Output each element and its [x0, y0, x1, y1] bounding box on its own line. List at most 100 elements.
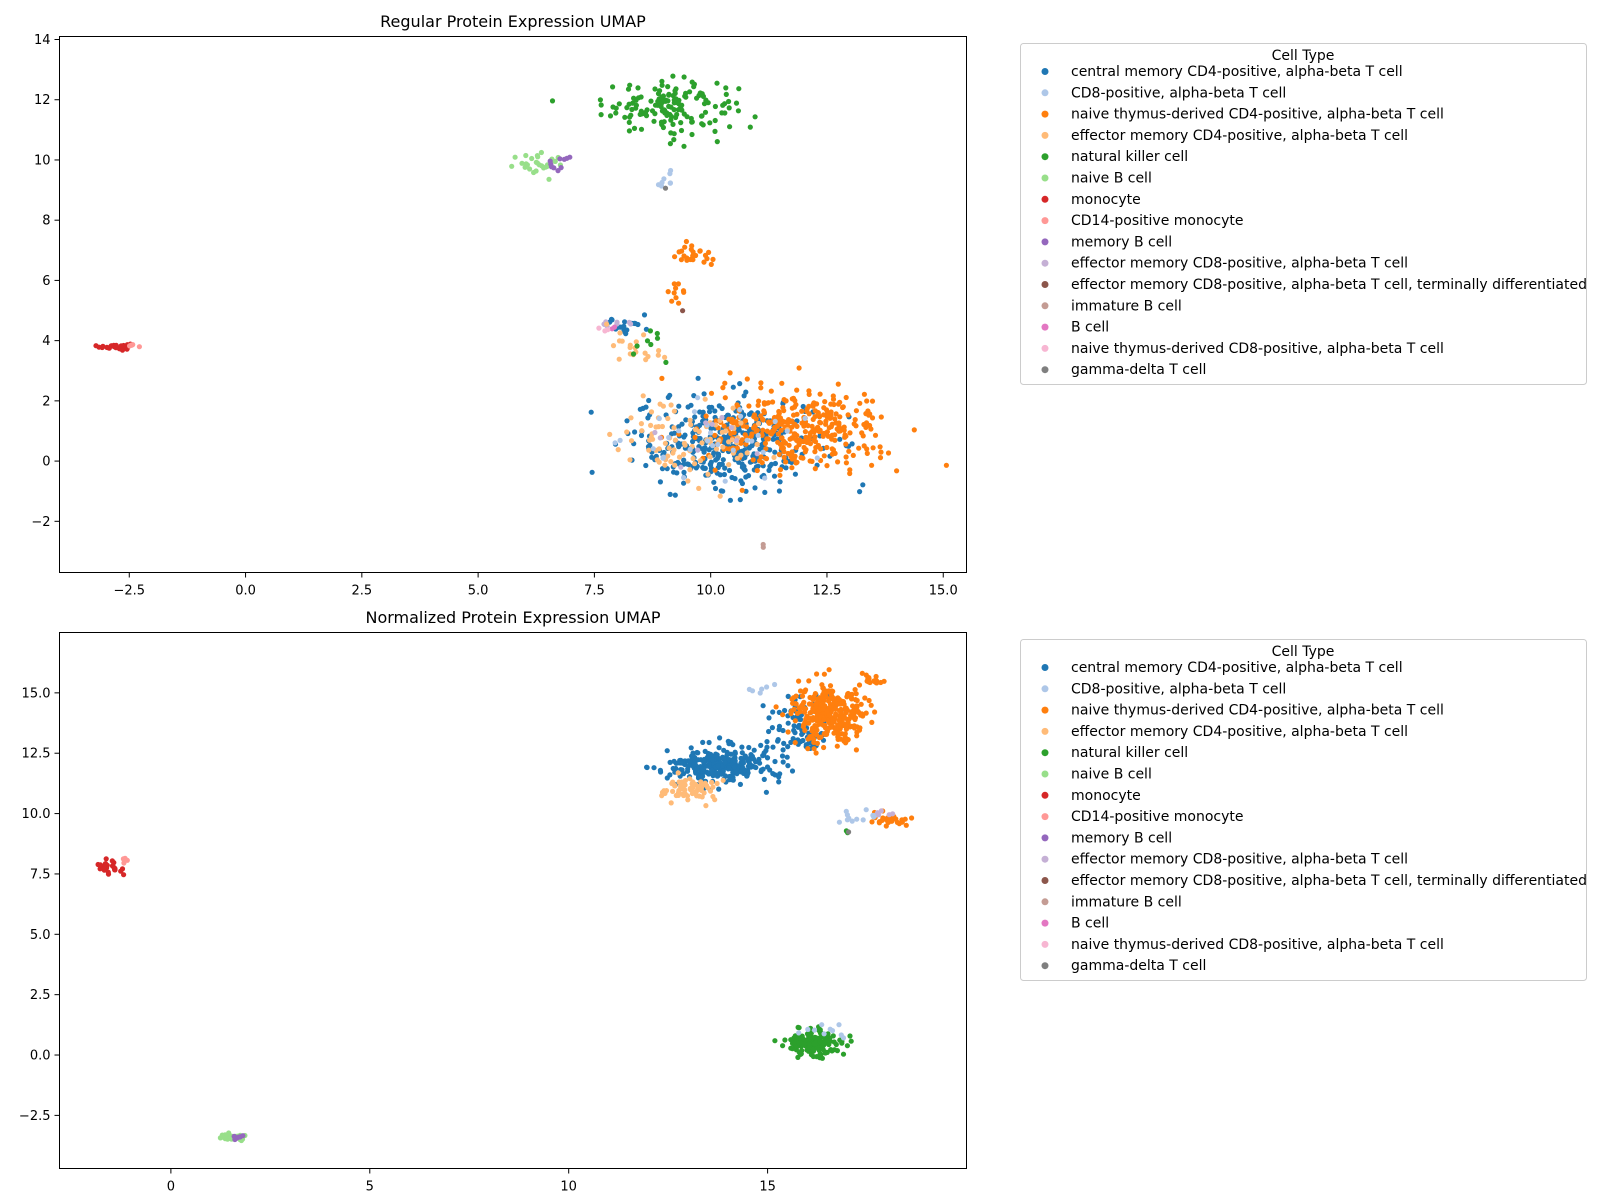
- legend-marker: [1041, 962, 1049, 970]
- scatter-point: [625, 86, 632, 92]
- scatter-point: [894, 468, 900, 474]
- scatter-point: [780, 759, 786, 765]
- scatter-point: [783, 398, 789, 404]
- scatter-point: [842, 734, 848, 740]
- scatter-point: [788, 739, 794, 746]
- top-plot-frame: [59, 36, 967, 573]
- scatter-point: [616, 338, 623, 344]
- scatter-point: [700, 409, 706, 415]
- scatter-point: [841, 714, 847, 720]
- scatter-point: [778, 421, 785, 427]
- y-tick-label: −2: [31, 515, 50, 530]
- scatter-point: [821, 695, 827, 702]
- x-tick-label: 10.0: [696, 584, 725, 599]
- scatter-point: [705, 438, 711, 444]
- scatter-point: [807, 430, 813, 436]
- scatter-point: [697, 248, 703, 254]
- scatter-point: [789, 465, 795, 471]
- legend-label: central memory CD4-positive, alpha-beta …: [1071, 660, 1403, 676]
- scatter-point: [688, 115, 694, 122]
- scatter-point: [844, 1043, 851, 1049]
- scatter-point: [802, 415, 808, 421]
- scatter-point: [847, 1033, 853, 1039]
- scatter-point: [122, 855, 128, 862]
- scatter-point: [838, 720, 844, 726]
- scatter-point: [533, 168, 539, 174]
- scatter-point: [663, 788, 670, 794]
- scatter-point: [665, 84, 671, 90]
- scatter-point: [845, 717, 851, 724]
- scatter-point: [878, 449, 884, 455]
- scatter-point: [712, 408, 718, 414]
- scatter-point: [635, 95, 642, 101]
- scatter-point: [801, 722, 807, 728]
- scatter-point: [766, 728, 772, 735]
- scatter-point: [751, 747, 757, 753]
- scatter-point: [687, 417, 693, 423]
- scatter-point: [641, 312, 648, 318]
- scatter-point: [721, 471, 728, 478]
- scatter-point: [772, 681, 778, 688]
- scatter-point: [662, 354, 668, 360]
- legend-marker: [1041, 685, 1049, 693]
- scatter-point: [714, 139, 720, 145]
- scatter-point: [703, 803, 709, 809]
- scatter-point: [848, 1038, 854, 1044]
- scatter-point: [523, 152, 529, 159]
- legend-marker: [1041, 259, 1049, 267]
- scatter-point: [671, 447, 677, 453]
- scatter-point: [797, 716, 804, 723]
- scatter-point: [707, 409, 713, 415]
- scatter-point: [706, 761, 712, 767]
- scatter-point: [813, 700, 820, 706]
- scatter-point: [824, 444, 830, 451]
- scatter-point: [789, 418, 795, 424]
- scatter-point: [652, 429, 658, 436]
- legend-marker: [1041, 366, 1049, 374]
- scatter-point: [656, 348, 662, 354]
- scatter-point: [101, 865, 107, 871]
- scatter-point: [779, 380, 785, 386]
- legend-label: immature B cell: [1071, 894, 1182, 910]
- scatter-point: [728, 425, 735, 431]
- scatter-point: [667, 772, 673, 778]
- scatter-point: [804, 406, 810, 412]
- scatter-point: [737, 407, 743, 413]
- scatter-point: [794, 411, 800, 417]
- legend-label: gamma-delta T cell: [1071, 362, 1206, 378]
- scatter-point: [720, 488, 726, 494]
- scatter-point: [690, 752, 696, 758]
- scatter-point: [604, 321, 610, 327]
- scatter-point: [805, 1026, 811, 1032]
- scatter-point: [843, 454, 849, 460]
- scatter-point: [717, 472, 723, 478]
- scatter-point: [722, 465, 728, 471]
- scatter-point: [814, 732, 820, 738]
- scatter-point: [719, 414, 725, 421]
- scatter-point: [868, 426, 874, 432]
- legend-marker: [1041, 89, 1049, 97]
- scatter-point: [833, 411, 839, 417]
- scatter-point: [881, 678, 887, 684]
- scatter-point: [694, 793, 700, 799]
- scatter-point: [651, 765, 657, 771]
- scatter-point: [638, 432, 645, 439]
- scatter-point: [671, 290, 677, 296]
- legend-marker: [1041, 727, 1049, 735]
- scatter-point: [714, 80, 720, 86]
- scatter-point: [776, 451, 782, 457]
- scatter-point: [687, 467, 693, 473]
- scatter-point: [608, 316, 615, 322]
- scatter-point: [700, 464, 706, 471]
- scatter-point: [737, 497, 743, 503]
- scatter-point: [758, 742, 764, 749]
- scatter-point: [691, 409, 698, 415]
- scatter-point: [830, 447, 837, 453]
- scatter-point: [792, 740, 798, 746]
- scatter-point: [695, 447, 701, 453]
- scatter-point: [826, 1038, 832, 1044]
- scatter-point: [712, 128, 718, 134]
- scatter-point: [868, 702, 874, 708]
- scatter-point: [833, 725, 839, 731]
- scatter-point: [696, 92, 702, 99]
